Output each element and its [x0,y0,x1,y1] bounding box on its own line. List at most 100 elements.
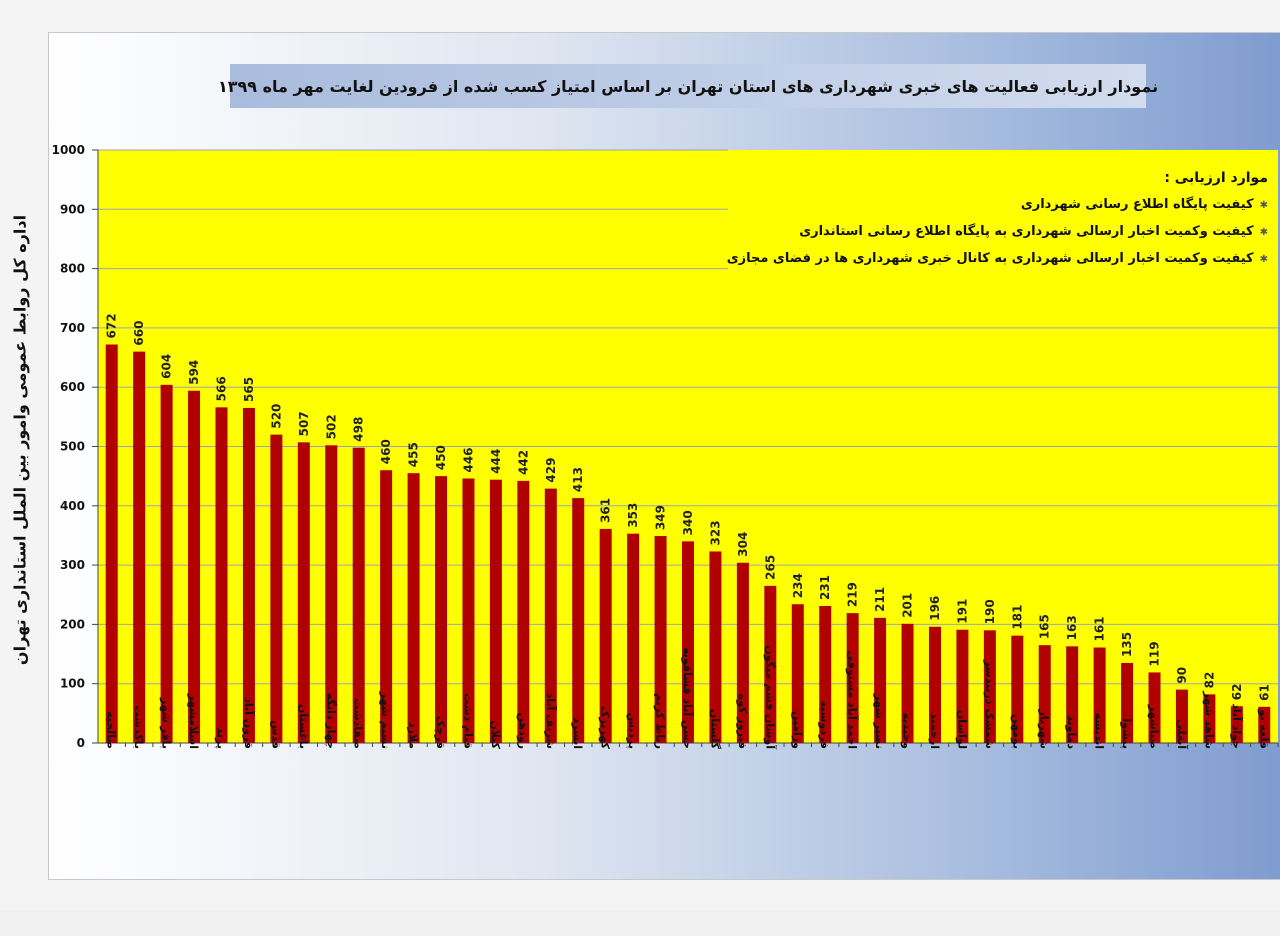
bar [489,479,502,743]
data-label: 82 [1202,672,1216,689]
x-tick-label: احمد آباد مستوفی [846,651,860,749]
data-label: 161 [1093,616,1107,641]
data-label: 450 [434,445,448,470]
data-label: 520 [269,404,283,429]
bar [1066,646,1079,743]
x-tick-label: کهریزک [599,706,612,749]
x-tick-label: شهریار [1038,708,1051,749]
x-tick-label: اندیشه [1093,713,1106,749]
x-tick-label: قرون آباد [242,697,256,749]
bar [983,630,996,743]
data-label: 265 [763,555,777,580]
x-tick-label: شریف آباد [544,693,558,749]
bar [682,541,694,743]
data-label: 165 [1038,614,1052,639]
x-tick-label: صالحیه [105,711,118,749]
data-label: 340 [681,510,695,535]
data-label: 672 [105,313,119,338]
legend-item-text: کیفیت وکمیت اخبار ارسالی شهرداری به کانا… [726,251,1254,266]
legend-item: ✱ کیفیت وکمیت اخبار ارسالی شهرداری به پای… [708,219,1268,246]
data-label: 349 [654,505,668,530]
x-tick-label: چهار دانگه [324,693,337,749]
bar [188,390,201,743]
bar [709,551,722,743]
x-tick-label: دماوند [1065,715,1078,749]
bar [956,629,969,743]
x-tick-label: صفادشت [352,698,365,749]
x-tick-label: گلستان [708,709,721,750]
y-tick-label: 1000 [52,143,85,157]
y-tick-label: 600 [60,380,85,394]
data-label: 502 [324,414,338,439]
x-tick-label: ملارد [407,722,420,749]
x-tick-label: حسن آباد فشافویه [681,647,695,749]
data-label: 323 [708,520,722,545]
legend: موارد ارزیابی : ✱ کیفیت پایگاه اطلاع رسان… [708,170,1268,273]
data-label: 119 [1148,641,1162,666]
bar [270,434,283,743]
bar [160,384,173,743]
bar [380,470,393,743]
bar [352,447,365,743]
bar [242,407,255,743]
bullet-icon: ✱ [1259,254,1268,265]
bar [791,604,804,743]
y-tick-label: 200 [60,617,85,631]
x-tick-label: وحیدیه [901,713,914,750]
bar [1148,672,1161,743]
data-label: 219 [846,582,860,607]
data-label: 90 [1175,667,1189,684]
data-label: 201 [901,593,915,618]
data-label: 594 [187,360,201,385]
bar [654,536,667,743]
bar [133,351,146,743]
bar [599,528,612,743]
y-tick-label: 100 [60,677,85,691]
x-tick-label: نسیم شهر [379,691,392,749]
bullet-icon: ✱ [1259,227,1268,238]
chart-title: نمودار ارزیابی فعالیت های خبری شهرداری ه… [217,76,1159,96]
x-tick-label: پردیس [626,713,639,749]
y-tick-label: 900 [60,202,85,216]
data-label: 304 [736,532,750,557]
x-tick-label: ایسرد [571,717,584,749]
y-tick-label: 700 [60,321,85,335]
data-label: 163 [1065,615,1079,640]
bottom-bar [0,910,1280,936]
data-label: 460 [379,439,393,464]
x-tick-label: نصیر شهر [873,693,886,749]
legend-item: ✱ کیفیت پایگاه اطلاع رسانی شهرداری [708,192,1268,219]
bar [435,476,448,743]
bar [1038,645,1051,743]
legend-item: ✱ کیفیت وکمیت اخبار ارسالی شهرداری به کان… [708,246,1268,273]
x-tick-label: شمشک دربندسر [983,659,996,749]
data-label: 181 [1010,605,1024,630]
data-label: 361 [599,498,613,523]
bar [819,606,832,743]
x-tick-label: صباشهر [1148,704,1161,749]
data-label: 234 [791,573,805,598]
bar [1011,635,1024,743]
bar [764,585,777,743]
data-label: 135 [1120,632,1134,657]
bar [901,623,914,743]
x-tick-label: رباط کریم [654,693,667,749]
legend-item-text: کیفیت پایگاه اطلاع رسانی شهرداری [1020,197,1254,212]
data-label: 660 [132,321,146,346]
bar [736,562,749,743]
x-tick-label: اسلامشهر [187,693,200,749]
x-tick-label: آوشان فشم میگون [763,645,777,749]
bar [572,498,585,743]
bar [407,473,420,743]
x-tick-label: پیشوا [1120,719,1133,749]
bar [297,442,310,743]
x-tick-label: ارجمند [928,713,941,749]
data-label: 413 [571,467,585,492]
data-label: 61 [1257,684,1271,701]
data-label: 566 [214,376,228,401]
y-tick-label: 300 [60,558,85,572]
x-tick-label: شاهد شهر [1202,690,1215,749]
x-tick-label: آبعلی [1175,719,1189,749]
x-tick-label: ورامین [791,711,804,749]
y-tick-label: 500 [60,440,85,454]
